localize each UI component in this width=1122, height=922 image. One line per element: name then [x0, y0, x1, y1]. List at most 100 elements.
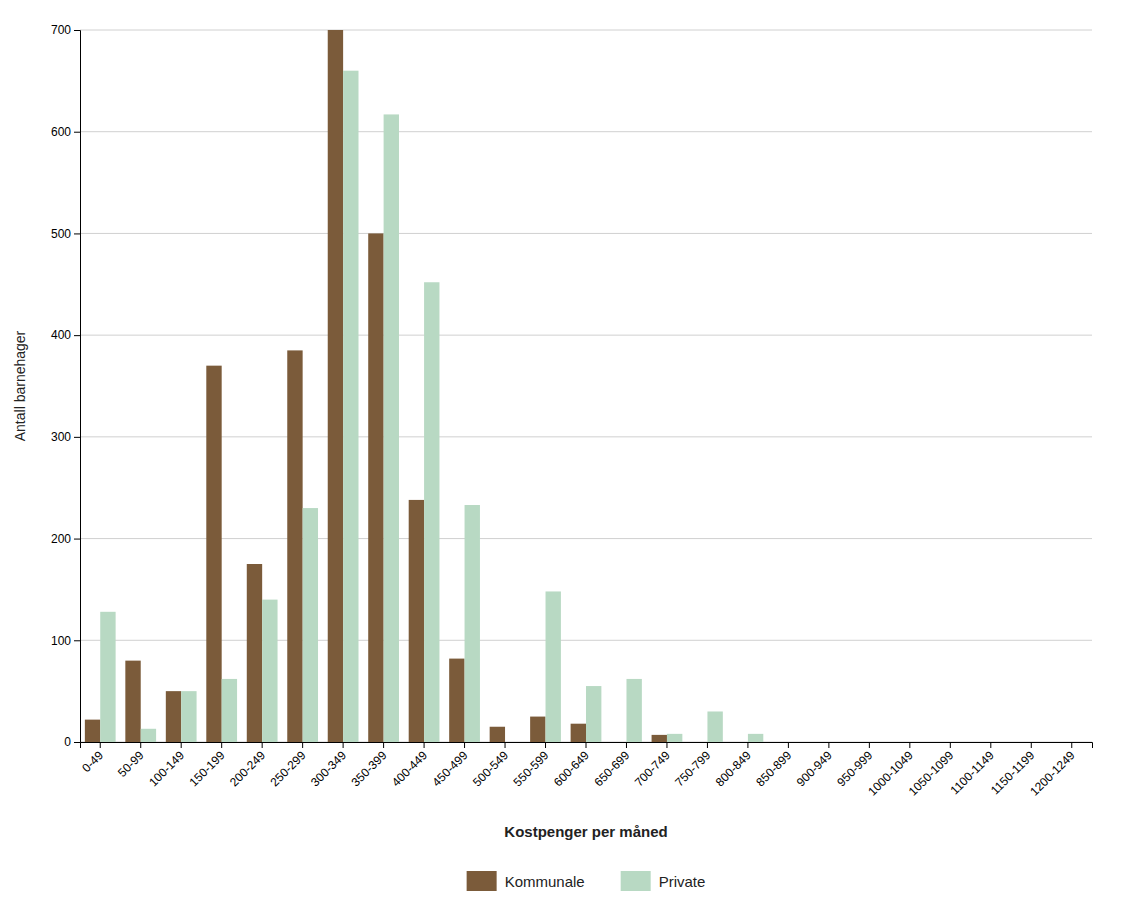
y-axis-title: Antall barnehager — [12, 330, 28, 441]
bar — [1016, 742, 1031, 743]
tick-label: 700-749 — [632, 748, 673, 789]
tick: 400-449 — [389, 742, 430, 789]
tick: 300-349 — [308, 742, 349, 789]
tick: 150-199 — [187, 742, 228, 789]
tick-mark — [74, 539, 80, 540]
bar — [950, 742, 965, 743]
grid-line — [80, 335, 1092, 336]
bar — [1072, 742, 1087, 743]
tick-label: 500-549 — [470, 748, 511, 789]
tick-mark — [747, 742, 748, 748]
bar — [571, 724, 586, 742]
tick: 900-949 — [794, 742, 835, 789]
bar — [206, 366, 221, 742]
tick-label: 550-599 — [510, 748, 551, 789]
bar — [368, 233, 383, 742]
tick-label: 150-199 — [187, 748, 228, 789]
tick-mark — [74, 132, 80, 133]
grid-line — [80, 538, 1092, 539]
tick-mark — [74, 233, 80, 234]
tick: 1200-1249 — [1027, 742, 1078, 799]
x-axis-title: Kostpenger per måned — [504, 823, 667, 840]
bar — [303, 508, 318, 742]
tick-label: 600-649 — [551, 748, 592, 789]
bar — [530, 717, 545, 742]
tick-label: 300-349 — [308, 748, 349, 789]
bar — [692, 742, 707, 743]
tick-mark — [909, 742, 910, 748]
legend-item: Kommunale — [467, 871, 585, 891]
bar — [166, 691, 181, 742]
tick-label: 350-399 — [348, 748, 389, 789]
bar — [449, 659, 464, 742]
tick-label: 1200-1249 — [1027, 748, 1078, 799]
tick-mark — [424, 742, 425, 748]
tick-mark — [869, 742, 870, 748]
tick-mark — [74, 437, 80, 438]
tick-label: 200 — [51, 532, 71, 546]
tick: 750-799 — [672, 742, 713, 789]
bar — [222, 679, 237, 742]
bar — [384, 114, 399, 742]
tick-label: 400-449 — [389, 748, 430, 789]
tick: 0 — [64, 735, 80, 749]
bars — [85, 30, 763, 742]
tick: 650-699 — [591, 742, 632, 789]
tick: 500 — [51, 227, 80, 241]
bar — [1056, 742, 1071, 743]
tick-label: 50-99 — [115, 748, 147, 780]
tick-label: 100-149 — [146, 748, 187, 789]
tick-label: 300 — [51, 430, 71, 444]
x-axis: 0-4950-99100-149150-199200-249250-299300… — [79, 742, 1092, 799]
tick: 300 — [51, 430, 80, 444]
tick: 100 — [51, 634, 80, 648]
bar — [465, 505, 480, 742]
tick-label: 200-249 — [227, 748, 268, 789]
bar — [829, 742, 844, 743]
tick-mark — [586, 742, 587, 748]
plot: 01002003004005006007000-4950-99100-14915… — [12, 23, 1093, 840]
bar — [505, 742, 520, 743]
tick-mark — [74, 30, 80, 31]
tick-mark — [666, 742, 667, 748]
bar — [626, 679, 641, 742]
legend-label: Private — [659, 873, 706, 890]
bar — [991, 742, 1006, 743]
tick: 500-549 — [470, 742, 511, 789]
tick: 800-849 — [713, 742, 754, 789]
tick-label: 900-949 — [794, 748, 835, 789]
bar — [586, 686, 601, 742]
bar — [748, 734, 763, 742]
bar — [813, 742, 828, 743]
tick-mark — [74, 640, 80, 641]
tick: 950-999 — [834, 742, 875, 789]
bar — [773, 742, 788, 743]
tick-label: 1050-1099 — [906, 748, 957, 799]
tick: 450-499 — [429, 742, 470, 789]
tick-mark — [464, 742, 465, 748]
bar — [328, 30, 343, 742]
bar — [894, 742, 909, 743]
bar — [652, 735, 667, 742]
tick: 700-749 — [632, 742, 673, 789]
tick-mark — [1031, 742, 1032, 748]
tick: 600-649 — [551, 742, 592, 789]
tick-label: 650-699 — [591, 748, 632, 789]
bar — [788, 742, 803, 743]
legend-swatch — [467, 871, 497, 891]
tick-label: 450-499 — [429, 748, 470, 789]
bar — [1031, 742, 1046, 743]
grid-line — [80, 436, 1092, 437]
tick-label: 500 — [51, 227, 71, 241]
tick-label: 400 — [51, 328, 71, 342]
tick-mark — [74, 335, 80, 336]
tick: 200-249 — [227, 742, 268, 789]
bar — [667, 734, 682, 742]
tick-mark — [302, 742, 303, 748]
tick-label: 0-49 — [79, 748, 106, 775]
y-axis: 0100200300400500600700 — [51, 23, 81, 749]
tick: 0-49 — [79, 742, 106, 775]
tick-mark — [383, 742, 384, 748]
tick-mark — [343, 742, 344, 748]
bar — [181, 691, 196, 742]
